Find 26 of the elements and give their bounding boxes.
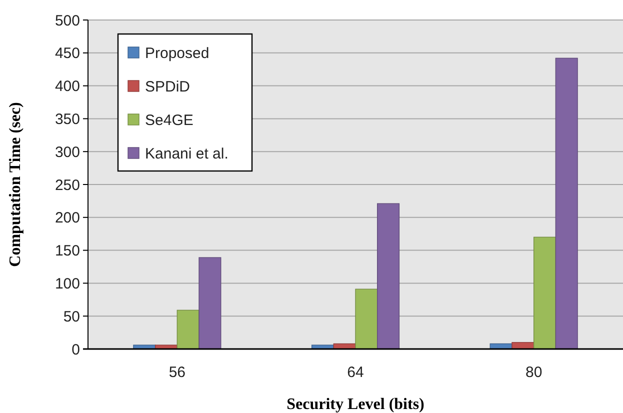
y-tick-label: 350: [54, 110, 80, 128]
x-tick-label: 56: [168, 364, 186, 381]
y-tick-label: 150: [54, 242, 80, 260]
bar: [198, 257, 222, 350]
bar: [355, 288, 378, 350]
legend-label: Se4GE: [145, 112, 194, 129]
bar: [533, 236, 556, 350]
y-tick-label: 250: [54, 176, 80, 194]
y-axis-title: Computation Time (sec): [7, 102, 24, 267]
y-tick-label: 100: [54, 275, 80, 292]
y-tick-label: 450: [54, 45, 80, 62]
y-tick-label: 400: [54, 78, 80, 96]
bar: [555, 58, 578, 350]
y-tick-label: 200: [54, 210, 80, 227]
legend-label: Proposed: [145, 44, 210, 62]
y-tick-label: 0: [72, 341, 80, 358]
legend-label: SPDiD: [145, 78, 190, 96]
bar: [176, 310, 200, 350]
y-tick-label: 50: [63, 308, 80, 326]
y-tick-label: 500: [54, 12, 80, 30]
x-tick-label: 80: [525, 364, 542, 381]
legend-label: Kanani et al.: [145, 145, 228, 162]
x-tick-label: 64: [347, 364, 364, 381]
y-tick-label: 300: [54, 144, 80, 161]
bar: [376, 203, 400, 350]
x-axis-title: Security Level (bits): [286, 396, 424, 413]
